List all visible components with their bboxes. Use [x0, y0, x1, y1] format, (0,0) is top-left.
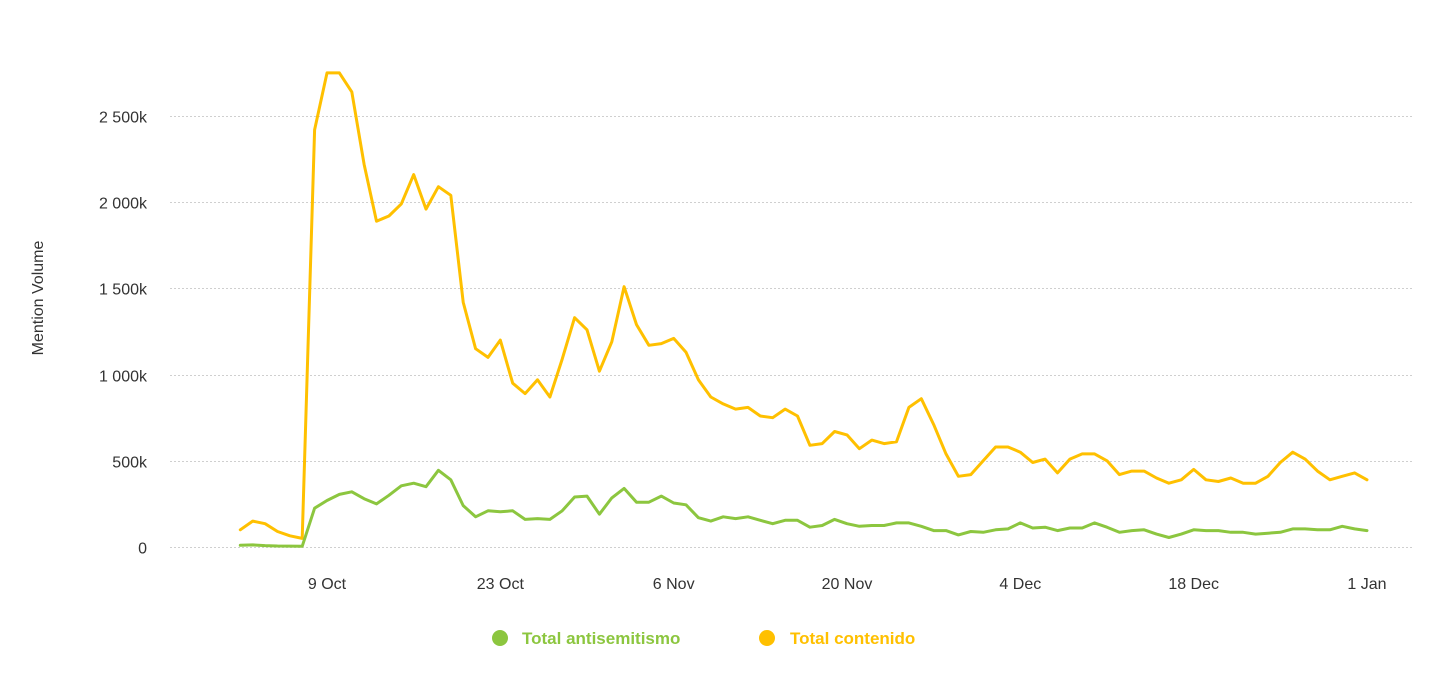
y-axis-title: Mention Volume — [30, 241, 47, 356]
y-axis-tick-labels: 0 500k 1 000k 1 500k 2 000k 2 500k — [99, 110, 148, 558]
y-tick-label-4: 2 000k — [99, 196, 148, 213]
x-tick-label-3: 20 Nov — [822, 576, 873, 593]
legend: Total antisemitismo Total contenido — [492, 629, 915, 648]
legend-item-total-contenido[interactable]: Total contenido — [759, 629, 915, 648]
y-tick-label-1: 500k — [112, 455, 148, 472]
y-tick-label-2: 1 000k — [99, 369, 148, 386]
x-tick-label-1: 23 Oct — [477, 576, 525, 593]
grid-lines — [170, 116, 1413, 548]
x-tick-label-5: 18 Dec — [1168, 576, 1219, 593]
legend-label: Total contenido — [790, 629, 915, 648]
x-tick-label-2: 6 Nov — [653, 576, 695, 593]
series-lines — [238, 71, 1369, 548]
legend-label: Total antisemitismo — [522, 629, 680, 648]
series-line-total-contenido[interactable] — [238, 71, 1369, 540]
y-tick-label-5: 2 500k — [99, 110, 148, 127]
y-tick-label-0: 0 — [138, 541, 147, 558]
x-tick-label-6: 1 Jan — [1347, 576, 1386, 593]
x-tick-label-0: 9 Oct — [308, 576, 347, 593]
legend-marker-icon — [759, 630, 775, 646]
y-tick-label-3: 1 500k — [99, 282, 148, 299]
legend-item-total-antisemitismo[interactable]: Total antisemitismo — [492, 629, 680, 648]
x-tick-label-4: 4 Dec — [999, 576, 1041, 593]
series-line-total-antisemitismo[interactable] — [238, 468, 1369, 548]
legend-marker-icon — [492, 630, 508, 646]
x-axis-tick-labels: 9 Oct 23 Oct 6 Nov 20 Nov 4 Dec 18 Dec 1 Jan — [308, 576, 1387, 593]
